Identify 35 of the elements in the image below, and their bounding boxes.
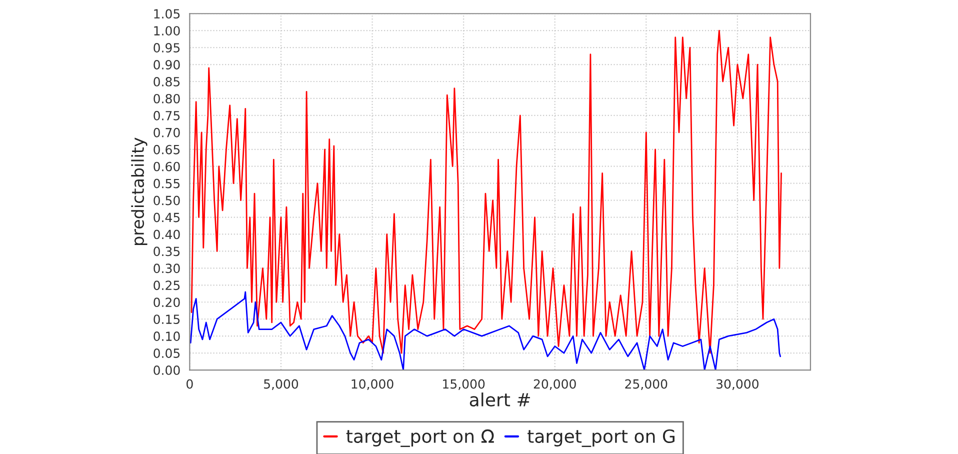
x-tick-label: 30,000 [716, 379, 758, 390]
y-tick-label: 0.15 [154, 314, 180, 324]
legend-label: target_port on Ω [346, 429, 494, 448]
y-tick-label: 0.30 [154, 264, 180, 274]
y-tick-label: 0.70 [154, 128, 180, 138]
y-tick-label: 0.45 [154, 212, 180, 222]
y-tick-label: 0.40 [154, 230, 180, 240]
y-tick-label: 0.20 [154, 298, 180, 308]
y-tick-label: 0.90 [154, 60, 180, 70]
y-tick-label: 0.95 [154, 43, 180, 52]
y-tick-label: 0.05 [154, 348, 180, 358]
y-tick-label: 1.05 [154, 9, 180, 19]
x-tick-label: 20,000 [534, 379, 576, 390]
y-tick-label: 0.75 [154, 110, 180, 120]
line-series [190, 291, 782, 370]
line-series [190, 30, 782, 354]
y-tick-label: 0.55 [154, 178, 180, 188]
y-tick-label: 0.25 [154, 280, 180, 290]
y-tick-label: 0.10 [154, 332, 180, 341]
y-tick-label: 0.85 [154, 76, 180, 86]
x-tick-label: 5,000 [264, 379, 298, 390]
y-axis-title: predictability [131, 138, 148, 245]
y-tick-label: 0.50 [154, 196, 180, 206]
legend-label: target_port on G [528, 429, 674, 448]
x-tick-label: 25,000 [625, 379, 668, 390]
x-tick-label: 10,000 [352, 379, 394, 390]
x-axis-title: alert # [470, 392, 530, 406]
y-tick-label: 1.00 [154, 26, 180, 36]
x-tick-label: 0 [186, 379, 193, 389]
y-tick-label: 0.60 [154, 162, 180, 172]
y-tick-label: 0.80 [154, 94, 180, 104]
x-tick-label: 15,000 [443, 379, 485, 390]
y-tick-label: 0.00 [154, 365, 180, 375]
y-tick-label: 0.65 [154, 144, 180, 154]
y-tick-label: 0.35 [154, 246, 180, 256]
